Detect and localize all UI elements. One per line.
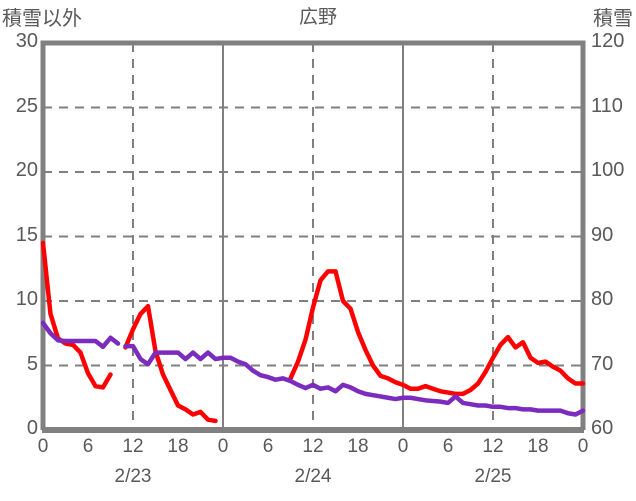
x-tick-label: 18 (527, 436, 549, 457)
x-tick-label: 0 (37, 436, 49, 457)
left-tick-label: 0 (26, 417, 38, 439)
x-day-label: 2/24 (294, 466, 332, 487)
left-tick-label: 15 (15, 223, 38, 246)
x-tick-label: 6 (82, 436, 94, 457)
left-tick-label: 10 (15, 288, 38, 310)
right-axis-title: 積雪 (593, 8, 633, 30)
x-tick-label: 6 (262, 436, 274, 457)
series-line-purple-seg0 (40, 320, 121, 350)
left-tick-label: 25 (15, 94, 38, 117)
series-line-red-seg2 (288, 269, 586, 397)
right-tick-label: 110 (591, 94, 623, 117)
x-tick-label: 0 (577, 436, 589, 457)
right-tick-label: 90 (591, 223, 614, 246)
left-tick-label: 30 (15, 30, 38, 52)
chart-title: 広野 (298, 7, 337, 28)
x-day-label: 2/25 (474, 466, 512, 487)
x-tick-label: 0 (217, 436, 229, 457)
x-tick-label: 18 (347, 436, 369, 457)
x-tick-label: 12 (302, 436, 324, 457)
right-tick-label: 100 (591, 159, 625, 181)
x-tick-label: 12 (122, 436, 144, 457)
right-tick-label: 80 (591, 288, 614, 310)
right-tick-label: 70 (591, 352, 614, 375)
x-day-label: 2/23 (114, 466, 152, 487)
left-axis-title: 積雪以外 (2, 8, 82, 30)
series-line-purple-seg1 (123, 343, 586, 417)
right-tick-label: 120 (591, 30, 625, 52)
x-tick-label: 18 (167, 436, 189, 457)
left-tick-label: 20 (15, 159, 38, 181)
series-line-red-seg0 (40, 240, 113, 390)
series-line-red-seg1 (123, 303, 218, 424)
x-tick-label: 0 (397, 436, 409, 457)
left-tick-label: 5 (26, 352, 38, 375)
right-tick-label: 60 (591, 417, 614, 439)
x-tick-label: 12 (482, 436, 504, 457)
x-tick-label: 6 (442, 436, 454, 457)
